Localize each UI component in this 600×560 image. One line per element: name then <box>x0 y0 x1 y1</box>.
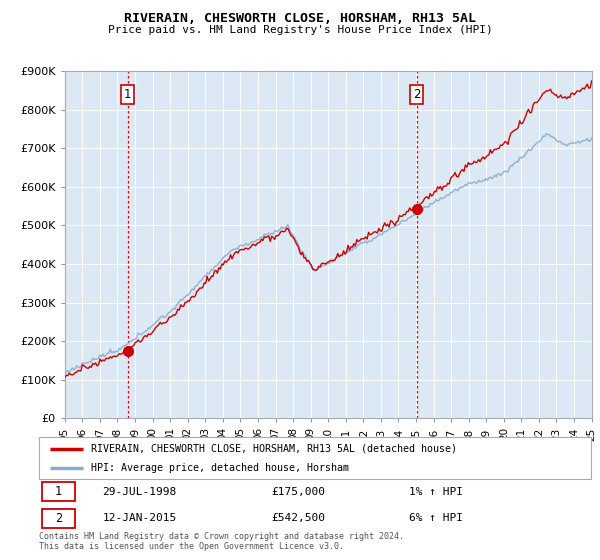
Text: RIVERAIN, CHESWORTH CLOSE, HORSHAM, RH13 5AL: RIVERAIN, CHESWORTH CLOSE, HORSHAM, RH13… <box>124 12 476 25</box>
Text: 29-JUL-1998: 29-JUL-1998 <box>103 487 177 497</box>
FancyBboxPatch shape <box>42 482 75 501</box>
Text: £175,000: £175,000 <box>271 487 325 497</box>
FancyBboxPatch shape <box>39 437 591 479</box>
Text: 12-JAN-2015: 12-JAN-2015 <box>103 514 177 524</box>
Text: 1: 1 <box>124 88 131 101</box>
Text: 1% ↑ HPI: 1% ↑ HPI <box>409 487 463 497</box>
Text: HPI: Average price, detached house, Horsham: HPI: Average price, detached house, Hors… <box>91 463 349 473</box>
Text: 1: 1 <box>55 486 62 498</box>
Text: 2: 2 <box>55 512 62 525</box>
Text: £542,500: £542,500 <box>271 514 325 524</box>
Text: Price paid vs. HM Land Registry's House Price Index (HPI): Price paid vs. HM Land Registry's House … <box>107 25 493 35</box>
FancyBboxPatch shape <box>42 509 75 528</box>
Text: Contains HM Land Registry data © Crown copyright and database right 2024.
This d: Contains HM Land Registry data © Crown c… <box>39 532 404 552</box>
Text: 2: 2 <box>413 88 421 101</box>
Text: 6% ↑ HPI: 6% ↑ HPI <box>409 514 463 524</box>
Text: RIVERAIN, CHESWORTH CLOSE, HORSHAM, RH13 5AL (detached house): RIVERAIN, CHESWORTH CLOSE, HORSHAM, RH13… <box>91 444 457 454</box>
